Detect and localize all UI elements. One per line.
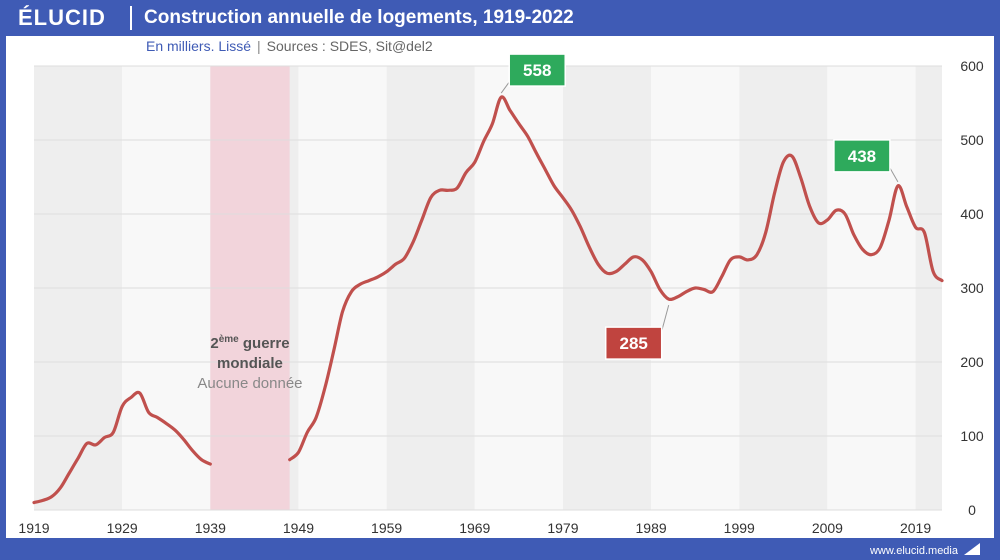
y-tick-label: 0 <box>968 502 976 518</box>
x-tick-label: 2009 <box>812 520 843 536</box>
callout-leader <box>500 81 510 94</box>
y-tick-label: 500 <box>960 132 984 148</box>
callout-box <box>508 53 566 87</box>
chart-title: Construction annuelle de logements, 1919… <box>144 7 574 28</box>
war-label: 2ème guerre mondiale Aucune donnée <box>197 334 302 392</box>
callout-label: 285 <box>620 334 648 353</box>
callout-label: 558 <box>523 61 551 80</box>
brand-mark-icon <box>964 543 980 555</box>
subtitle-separator: | <box>257 38 261 54</box>
war-label-subtitle: Aucune donnée <box>197 375 302 392</box>
gridlines <box>34 65 942 511</box>
sources-note: Sources : SDES, Sit@del2 <box>266 38 433 54</box>
x-tick-label: 1919 <box>18 520 49 536</box>
series-line <box>32 390 212 505</box>
x-tick-label: 1989 <box>636 520 667 536</box>
x-tick-label: 1999 <box>724 520 755 536</box>
y-tick-label: 300 <box>960 280 984 296</box>
x-tick-label: 1939 <box>195 520 226 536</box>
war-label-title: 2ème guerre <box>210 334 289 352</box>
x-tick-label: 1949 <box>283 520 314 536</box>
y-tick-label: 200 <box>960 354 984 370</box>
callout-box <box>604 326 663 360</box>
chart-subtitle: En milliers. Lissé | Sources : SDES, Sit@d… <box>146 38 433 54</box>
footer-site: www.elucid.media <box>869 545 958 557</box>
y-axis-ticks: 0 100 200 300 400 500 600 <box>960 58 984 518</box>
war-label-line2: mondiale <box>217 355 283 372</box>
x-tick-label: 1969 <box>459 520 490 536</box>
callout-leader <box>661 304 670 332</box>
x-tick-label: 2019 <box>900 520 931 536</box>
callout-box <box>833 139 891 173</box>
x-axis-ticks: 1919 1929 1939 1949 1959 1969 1979 1989 1999 2009… <box>18 520 931 536</box>
header-bar: ÉLUCID Construction annuelle de logement… <box>0 0 1000 36</box>
header-divider <box>130 6 132 30</box>
x-tick-label: 1929 <box>107 520 138 536</box>
y-tick-label: 400 <box>960 206 984 222</box>
series-lines <box>32 95 944 505</box>
unit-note: En milliers. Lissé <box>146 38 252 54</box>
brand-logo: ÉLUCID <box>18 5 106 30</box>
callouts: 558 285 438 <box>500 53 899 360</box>
y-tick-label: 600 <box>960 58 984 74</box>
callout-leader <box>889 167 899 183</box>
series-line <box>288 95 944 462</box>
y-tick-label: 100 <box>960 428 984 444</box>
x-tick-label: 1959 <box>371 520 402 536</box>
x-tick-label: 1979 <box>547 520 578 536</box>
callout-label: 438 <box>848 147 876 166</box>
